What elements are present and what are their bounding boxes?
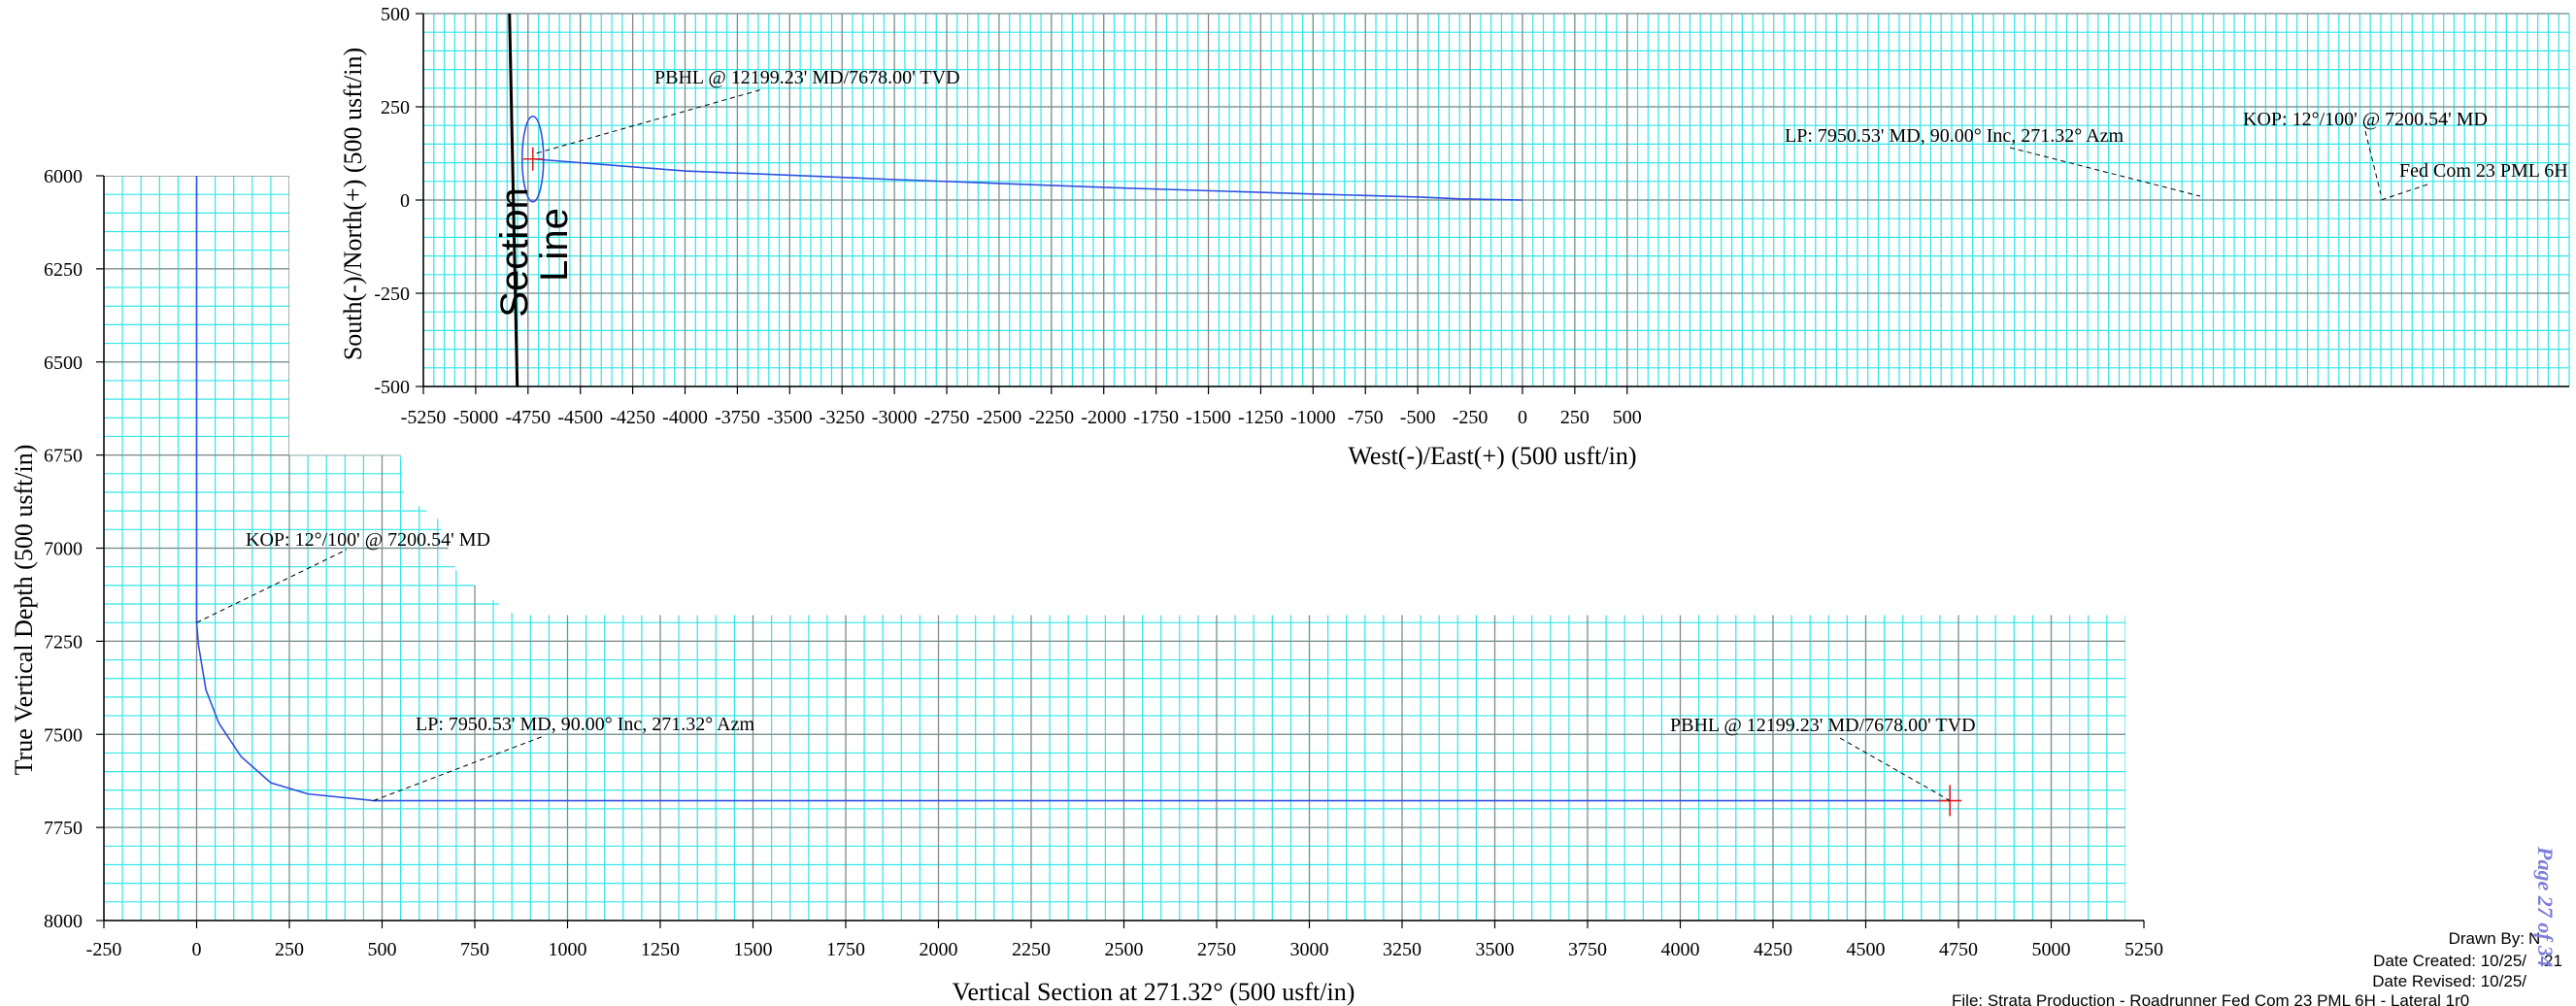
section-y-tick-label: 7250 bbox=[44, 631, 83, 653]
section-x-tick-label: 1750 bbox=[826, 939, 865, 960]
section-x-tick-label: 0 bbox=[192, 939, 202, 960]
svg-text:Line: Line bbox=[533, 208, 576, 282]
plan-kop-label: KOP: 12°/100' @ 7200.54' MD bbox=[2243, 109, 2488, 130]
section-y-tick-label: 7750 bbox=[44, 818, 83, 839]
section-x-tick-label: 3250 bbox=[1383, 939, 1422, 960]
plan-lp-label: LP: 7950.53' MD, 90.00° Inc, 271.32° Azm bbox=[1785, 125, 2124, 147]
plan-well-leader bbox=[2380, 184, 2428, 201]
plan-x-tick-label: -2250 bbox=[1028, 407, 1074, 428]
section-x-tick-label: -250 bbox=[86, 939, 122, 960]
plan-x-tick-label: -3750 bbox=[715, 407, 760, 428]
section-y-axis-label: True Vertical Depth (500 usft/in) bbox=[10, 445, 38, 776]
plan-kop-leader bbox=[2364, 130, 2382, 195]
plan-x-tick-label: -4750 bbox=[505, 407, 551, 428]
section-x-tick-label: 3500 bbox=[1476, 939, 1515, 960]
plan-pbhl-leader bbox=[536, 88, 763, 154]
plan-lp-leader bbox=[2009, 147, 2201, 197]
plan-x-tick-label: 500 bbox=[1613, 407, 1642, 428]
plan-y-tick-label: -500 bbox=[374, 377, 410, 398]
page-stamp: Page 27 of 34 bbox=[2533, 846, 2558, 967]
section-lp-label: LP: 7950.53' MD, 90.00° Inc, 271.32° Azm bbox=[416, 714, 754, 735]
section-x-tick-label: 4250 bbox=[1754, 939, 1792, 960]
plan-x-tick-label: -250 bbox=[1453, 407, 1489, 428]
section-y-tick-label: 7000 bbox=[44, 539, 83, 560]
plan-x-tick-label: -4000 bbox=[662, 407, 708, 428]
section-x-tick-label: 500 bbox=[368, 939, 397, 960]
plan-x-tick-label: -5250 bbox=[401, 407, 447, 428]
section-x-tick-label: 2750 bbox=[1197, 939, 1236, 960]
plan-x-tick-label: 0 bbox=[1518, 407, 1527, 428]
file-label: File: Strata Production - Roadrunner Fed… bbox=[1952, 991, 2469, 1006]
plan-well-path bbox=[532, 157, 1522, 201]
section-x-tick-label: 1500 bbox=[734, 939, 773, 960]
date-created-label: Date Created: 10/25/ bbox=[2373, 952, 2526, 970]
plan-x-tick-label: -3000 bbox=[872, 407, 918, 428]
plan-y-tick-label: -250 bbox=[374, 284, 410, 305]
section-pbhl-label: PBHL @ 12199.23' MD/7678.00' TVD bbox=[1670, 715, 1976, 736]
plan-x-axis-label: West(-)/East(+) (500 usft/in) bbox=[1348, 442, 1636, 470]
section-y-tick-label: 8000 bbox=[44, 911, 83, 932]
section-lp-leader bbox=[373, 735, 545, 801]
plan-x-tick-label: -1500 bbox=[1186, 407, 1231, 428]
plan-well-label: Fed Com 23 PML 6H bbox=[2399, 160, 2568, 182]
section-x-tick-label: 4750 bbox=[1939, 939, 1978, 960]
section-x-tick-label: 2500 bbox=[1105, 939, 1144, 960]
section-y-tick-label: 6000 bbox=[44, 166, 83, 187]
plan-pbhl-label: PBHL @ 12199.23' MD/7678.00' TVD bbox=[654, 67, 960, 88]
drawn-by-value: N bbox=[2528, 929, 2540, 948]
section-pbhl-leader bbox=[1839, 737, 1951, 801]
plan-x-tick-label: -500 bbox=[1400, 407, 1436, 428]
svg-text:Section: Section bbox=[493, 187, 536, 317]
section-x-tick-label: 4000 bbox=[1661, 939, 1700, 960]
plan-y-axis-label: South(-)/North(+) (500 usft/in) bbox=[339, 48, 367, 360]
section-x-tick-label: 5000 bbox=[2032, 939, 2071, 960]
plan-x-tick-label: -4250 bbox=[610, 407, 655, 428]
plan-target-ellipse bbox=[520, 115, 545, 203]
section-x-tick-label: 4500 bbox=[1847, 939, 1886, 960]
drawn-by-label: Drawn By: bbox=[2449, 929, 2525, 948]
plan-x-tick-label: -3500 bbox=[767, 407, 813, 428]
section-x-tick-label: 5250 bbox=[2124, 939, 2163, 960]
section-line bbox=[508, 13, 519, 387]
section-x-tick-label: 1250 bbox=[641, 939, 680, 960]
section-x-axis-label: Vertical Section at 271.32° (500 usft/in… bbox=[953, 978, 1355, 1006]
plan-x-tick-label: -1000 bbox=[1290, 407, 1336, 428]
date-revised-label: Date Revised: 10/25/ bbox=[2372, 972, 2526, 990]
section-x-tick-label: 3750 bbox=[1568, 939, 1607, 960]
section-y-tick-label: 6250 bbox=[44, 259, 83, 281]
section-kop-leader bbox=[196, 549, 348, 623]
section-y-tick-label: 6500 bbox=[44, 352, 83, 374]
drawing-info-block: Drawn By: N Date Created: 10/25/ 21 Date… bbox=[1952, 929, 2562, 1006]
section-x-tick-label: 750 bbox=[460, 939, 489, 960]
vertical-section-chart: -250 0 250 500 750 1000 1250 1500 1750 2000 2250 25… bbox=[44, 166, 2163, 960]
plan-x-tick-label: -3250 bbox=[820, 407, 865, 428]
plan-target-marker bbox=[522, 147, 543, 171]
plan-x-tick-label: -1250 bbox=[1238, 407, 1284, 428]
plan-x-tick-label: -5000 bbox=[453, 407, 499, 428]
section-x-tick-label: 2250 bbox=[1012, 939, 1051, 960]
section-kop-label: KOP: 12°/100' @ 7200.54' MD bbox=[246, 529, 490, 551]
section-x-tick-label: 1000 bbox=[549, 939, 587, 960]
section-well-path bbox=[195, 176, 1951, 802]
plan-x-tick-label: 250 bbox=[1560, 407, 1589, 428]
section-y-tick-label: 6750 bbox=[44, 446, 83, 467]
section-x-tick-label: 250 bbox=[275, 939, 304, 960]
plan-x-tick-label: -2500 bbox=[977, 407, 1022, 428]
plan-view-chart: -5250 -5000 -4750 -4500 -4250 -4000 -3750 -3500… bbox=[374, 4, 2570, 428]
section-line-label: Section Line bbox=[493, 187, 576, 317]
plan-y-tick-label: 250 bbox=[381, 97, 410, 118]
plan-x-tick-label: -750 bbox=[1348, 407, 1384, 428]
section-x-tick-label: 3000 bbox=[1290, 939, 1329, 960]
section-y-tick-label: 7500 bbox=[44, 724, 83, 746]
plan-x-tick-label: -1750 bbox=[1133, 407, 1179, 428]
plan-y-tick-label: 0 bbox=[400, 190, 410, 212]
date-created-value: 21 bbox=[2544, 952, 2562, 970]
plan-x-tick-label: -4500 bbox=[557, 407, 603, 428]
section-x-tick-label: 2000 bbox=[920, 939, 958, 960]
plan-x-tick-label: -2750 bbox=[924, 407, 970, 428]
plan-y-tick-label: 500 bbox=[381, 4, 410, 25]
plan-x-tick-label: -2000 bbox=[1081, 407, 1126, 428]
